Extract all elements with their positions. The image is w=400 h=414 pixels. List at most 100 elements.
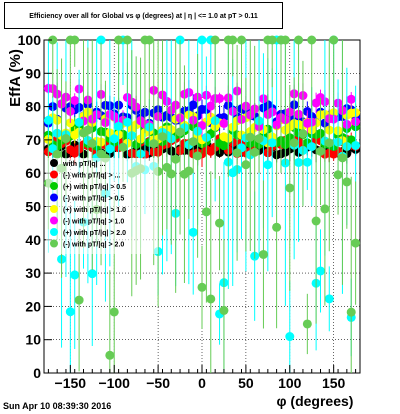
data-point bbox=[302, 157, 312, 167]
data-point bbox=[210, 35, 220, 45]
legend-entry: (-) with pT/|q| > 1.0 bbox=[63, 219, 124, 226]
y-tick-label: 10 bbox=[25, 332, 41, 348]
data-point bbox=[74, 295, 84, 305]
legend-entry: (+) with pT/|q| > 1.0 bbox=[63, 207, 126, 214]
y-tick-label: 100 bbox=[18, 32, 42, 48]
chart-title: Efficiency over all for Global vs φ (deg… bbox=[4, 2, 283, 29]
data-point bbox=[52, 149, 62, 159]
data-point bbox=[298, 129, 308, 139]
data-point bbox=[346, 94, 356, 104]
y-tick-label: 50 bbox=[25, 199, 41, 215]
data-point bbox=[149, 139, 159, 149]
data-point bbox=[351, 140, 361, 150]
data-point bbox=[333, 170, 343, 180]
data-point bbox=[87, 269, 97, 279]
y-tick-label: 40 bbox=[25, 232, 41, 248]
y-tick-label: 60 bbox=[25, 165, 41, 181]
y-axis-label: EffA (%) bbox=[7, 49, 24, 107]
legend-entry: (+) with pT/|q| > 2.0 bbox=[63, 230, 126, 237]
data-point bbox=[201, 207, 211, 217]
data-point bbox=[228, 35, 238, 45]
data-point bbox=[280, 35, 290, 45]
data-point bbox=[320, 204, 330, 214]
data-point bbox=[70, 95, 80, 105]
data-point bbox=[188, 100, 198, 110]
data-point bbox=[109, 307, 119, 317]
data-point bbox=[219, 141, 229, 151]
y-tick-label: 80 bbox=[25, 99, 41, 115]
data-point bbox=[237, 35, 246, 45]
data-point bbox=[144, 35, 154, 45]
legend-marker bbox=[50, 182, 58, 190]
data-point bbox=[263, 160, 273, 170]
data-point bbox=[245, 132, 255, 142]
legend-box bbox=[46, 158, 158, 254]
legend-entry: with pT/|q| ... bbox=[62, 161, 105, 168]
data-point bbox=[329, 35, 339, 45]
timestamp: Sun Apr 10 08:39:30 2016 bbox=[3, 401, 112, 411]
data-point bbox=[311, 216, 321, 226]
data-point bbox=[114, 121, 124, 131]
data-point bbox=[272, 120, 282, 130]
data-point bbox=[351, 238, 361, 248]
data-point bbox=[105, 350, 115, 360]
data-point bbox=[206, 294, 216, 304]
data-point bbox=[302, 319, 312, 329]
data-point bbox=[254, 134, 264, 144]
data-point bbox=[250, 147, 260, 157]
data-point bbox=[87, 138, 97, 148]
data-point bbox=[105, 144, 115, 154]
data-point bbox=[188, 227, 198, 237]
data-points bbox=[43, 35, 361, 373]
x-tick-label: 0 bbox=[198, 375, 206, 391]
data-point bbox=[272, 222, 282, 232]
data-point bbox=[158, 132, 167, 142]
data-point bbox=[70, 270, 80, 280]
data-point bbox=[96, 35, 106, 45]
data-point bbox=[122, 117, 132, 127]
data-point bbox=[307, 35, 317, 45]
data-point bbox=[65, 307, 75, 317]
data-point bbox=[324, 294, 334, 304]
data-point bbox=[70, 35, 80, 45]
data-point bbox=[232, 148, 242, 158]
legend-marker bbox=[50, 228, 58, 236]
data-point bbox=[267, 138, 277, 148]
data-point bbox=[316, 266, 325, 276]
data-point bbox=[175, 127, 185, 137]
data-point bbox=[197, 35, 207, 45]
x-axis-label: φ (degrees) bbox=[277, 393, 354, 409]
data-point bbox=[285, 332, 295, 342]
data-point bbox=[219, 118, 229, 128]
data-point bbox=[324, 138, 334, 148]
data-point bbox=[289, 138, 299, 148]
y-tick-label: 90 bbox=[25, 65, 41, 81]
data-point bbox=[166, 169, 176, 179]
legend-marker bbox=[50, 159, 58, 167]
data-point bbox=[346, 307, 356, 317]
x-tick-label: −100 bbox=[98, 375, 130, 391]
data-point bbox=[285, 183, 295, 193]
axes: −150 −100 −50 0 50 100 150 0 10 20 30 40 50 60 70 80 90 1… bbox=[18, 32, 357, 391]
y-tick-label: 20 bbox=[25, 298, 41, 314]
data-point bbox=[258, 249, 268, 259]
y-tick-label: 70 bbox=[25, 132, 41, 148]
data-point bbox=[171, 154, 181, 164]
data-point bbox=[193, 151, 203, 161]
data-point bbox=[188, 137, 198, 147]
data-point bbox=[294, 157, 304, 167]
legend-marker bbox=[50, 205, 58, 213]
x-tick-label: 100 bbox=[278, 375, 302, 391]
data-point bbox=[294, 35, 304, 45]
data-point bbox=[241, 160, 251, 170]
legend-entry: (-) with pT/|q| > 0.5 bbox=[63, 196, 124, 203]
data-point bbox=[118, 142, 128, 152]
data-point bbox=[215, 93, 225, 103]
data-point bbox=[43, 115, 53, 125]
data-point bbox=[342, 177, 352, 187]
data-point bbox=[83, 125, 93, 135]
legend-marker bbox=[50, 170, 58, 179]
data-point bbox=[307, 142, 317, 152]
data-point bbox=[206, 101, 216, 111]
